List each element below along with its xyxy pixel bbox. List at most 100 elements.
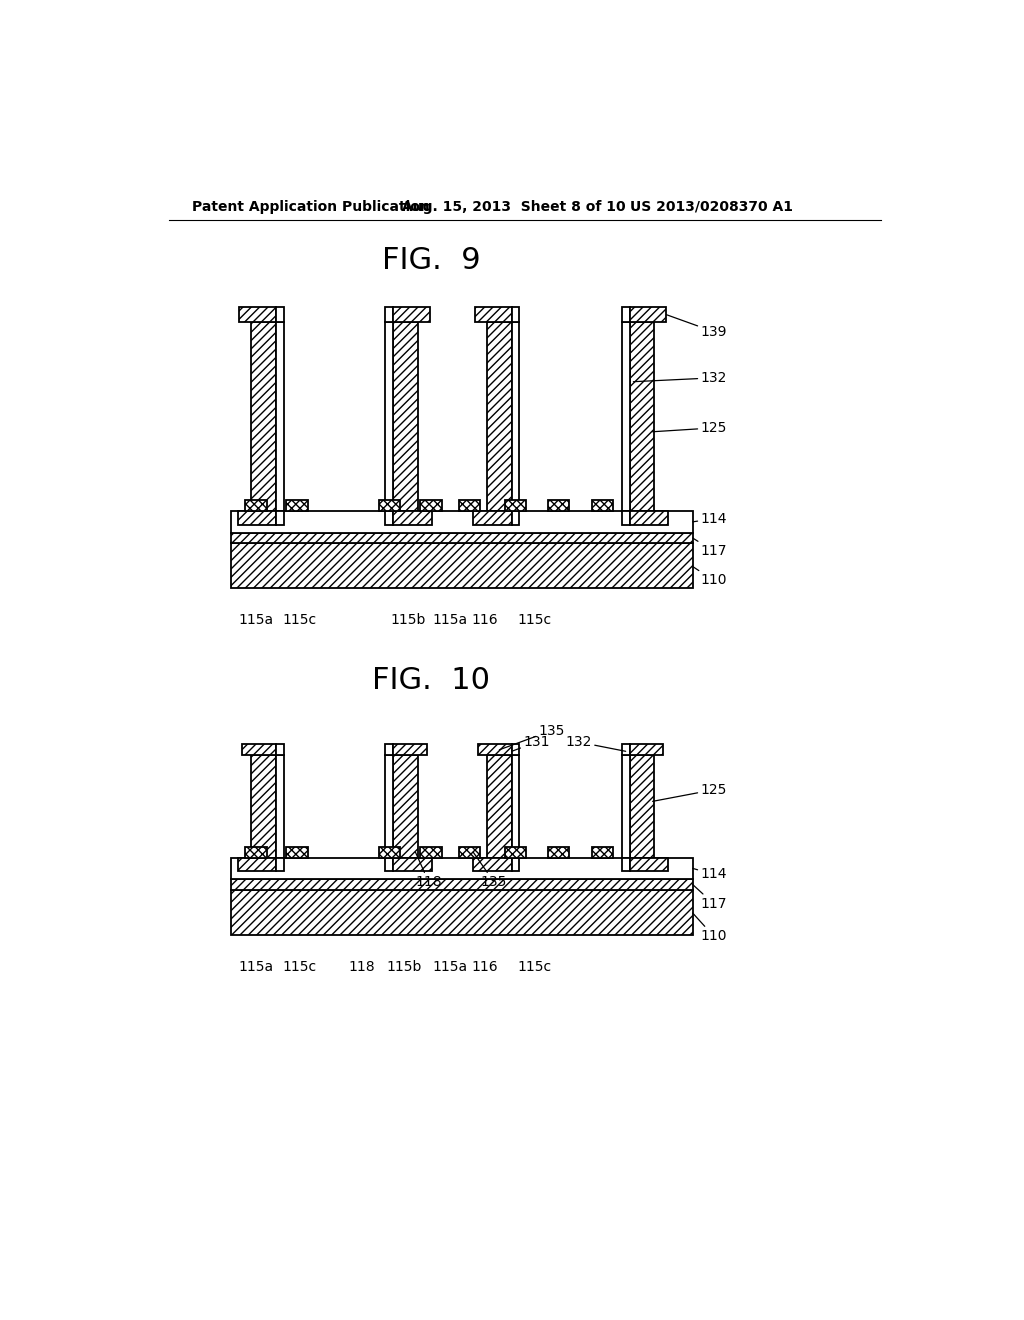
Bar [276, 858, 284, 871]
Bar [286, 500, 307, 511]
Text: 125: 125 [652, 783, 727, 801]
Text: Patent Application Publication: Patent Application Publication [193, 199, 430, 214]
Bar [630, 858, 668, 871]
Bar [512, 511, 519, 525]
Text: FIG.  10: FIG. 10 [372, 667, 489, 694]
Text: 115a: 115a [239, 614, 273, 627]
Text: US 2013/0208370 A1: US 2013/0208370 A1 [630, 199, 793, 214]
Bar [276, 511, 284, 525]
Bar [512, 308, 519, 322]
Text: 110: 110 [692, 913, 727, 942]
Bar [459, 500, 480, 511]
Bar [420, 847, 441, 858]
Bar [592, 500, 613, 511]
Text: 114: 114 [692, 867, 727, 882]
Bar [630, 322, 654, 511]
Text: 115a: 115a [239, 960, 273, 974]
Text: 110: 110 [692, 566, 727, 587]
Bar [276, 743, 284, 755]
Text: 118: 118 [348, 960, 375, 974]
Bar [393, 755, 418, 858]
Text: 116: 116 [471, 960, 498, 974]
Bar [230, 858, 692, 879]
Text: 118: 118 [416, 853, 442, 890]
Bar [230, 890, 692, 935]
Text: 132: 132 [565, 735, 626, 751]
Text: 114: 114 [692, 512, 727, 525]
Bar [630, 511, 668, 525]
Text: 131: 131 [512, 735, 550, 751]
Text: FIG.  9: FIG. 9 [382, 246, 480, 275]
Bar [286, 847, 307, 858]
Bar [393, 743, 427, 755]
Bar [393, 308, 430, 322]
Bar [512, 755, 519, 858]
Bar [630, 308, 667, 322]
Text: 135: 135 [500, 723, 565, 750]
Bar [252, 322, 276, 511]
Text: 132: 132 [634, 371, 727, 385]
Text: 125: 125 [652, 421, 727, 434]
Bar [487, 755, 512, 858]
Bar [385, 322, 393, 511]
Bar [230, 879, 692, 890]
Bar [475, 308, 512, 322]
Bar [630, 755, 654, 858]
Bar [622, 755, 630, 858]
Bar [473, 511, 512, 525]
Bar [238, 511, 276, 525]
Bar [505, 500, 526, 511]
Bar [622, 858, 630, 871]
Bar [379, 847, 400, 858]
Bar [622, 743, 630, 755]
Bar [230, 511, 692, 533]
Bar [246, 500, 267, 511]
Bar [385, 743, 393, 755]
Bar [622, 511, 630, 525]
Text: 117: 117 [692, 884, 727, 911]
Bar [276, 755, 284, 858]
Bar [622, 308, 630, 322]
Text: 115c: 115c [283, 960, 317, 974]
Bar [379, 500, 400, 511]
Bar [246, 847, 267, 858]
Bar [478, 743, 512, 755]
Bar [630, 743, 664, 755]
Bar [385, 511, 393, 525]
Bar [276, 322, 284, 511]
Bar [622, 322, 630, 511]
Bar [240, 308, 276, 322]
Bar [385, 308, 393, 322]
Text: 139: 139 [667, 314, 727, 339]
Bar [276, 308, 284, 322]
Text: 115a: 115a [432, 614, 468, 627]
Bar [548, 847, 569, 858]
Bar [385, 858, 393, 871]
Bar [393, 858, 432, 871]
Text: 116: 116 [471, 614, 498, 627]
Bar [459, 847, 480, 858]
Text: 115c: 115c [518, 614, 552, 627]
Bar [393, 322, 418, 511]
Bar [512, 322, 519, 511]
Bar [473, 858, 512, 871]
Bar [230, 533, 692, 544]
Text: 135: 135 [473, 853, 507, 890]
Bar [505, 847, 526, 858]
Text: 115b: 115b [390, 614, 425, 627]
Bar [385, 755, 393, 858]
Text: Aug. 15, 2013  Sheet 8 of 10: Aug. 15, 2013 Sheet 8 of 10 [402, 199, 626, 214]
Bar [512, 743, 519, 755]
Bar [548, 500, 569, 511]
Bar [512, 858, 519, 871]
Text: 115b: 115b [386, 960, 422, 974]
Bar [252, 755, 276, 858]
Bar [230, 544, 692, 589]
Bar [592, 847, 613, 858]
Bar [420, 500, 441, 511]
Bar [238, 858, 276, 871]
Text: 115c: 115c [283, 614, 317, 627]
Bar [487, 322, 512, 511]
Text: 117: 117 [692, 539, 727, 558]
Text: 115a: 115a [432, 960, 468, 974]
